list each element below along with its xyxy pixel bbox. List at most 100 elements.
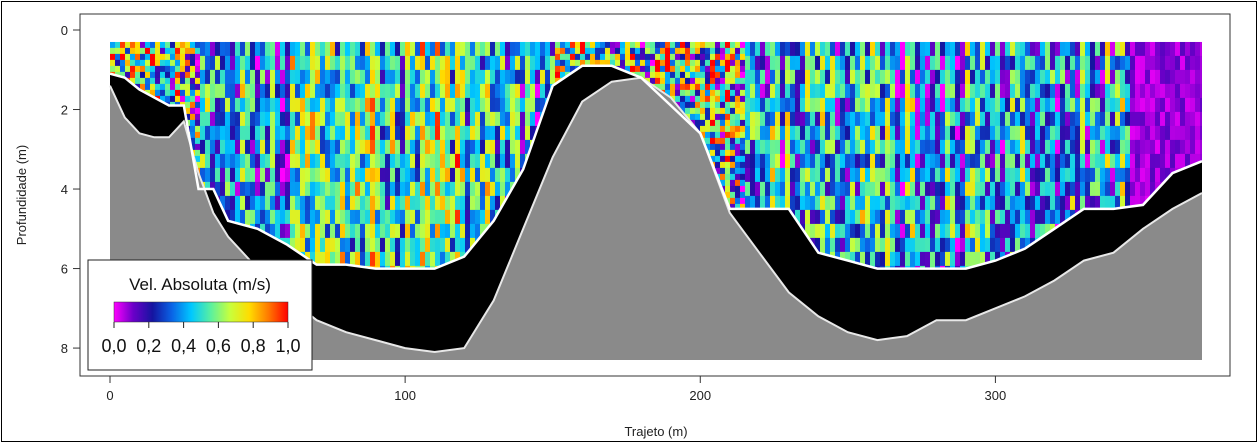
velocity-cell (775, 69, 781, 85)
velocity-cell (195, 41, 201, 49)
velocity-cell (335, 97, 341, 113)
velocity-cell (170, 71, 176, 79)
velocity-cell (195, 107, 201, 115)
velocity-cell (155, 71, 161, 79)
velocity-cell (760, 41, 766, 57)
velocity-cell (435, 125, 441, 141)
velocity-cell (275, 139, 281, 155)
velocity-cell (505, 167, 511, 183)
velocity-cell (305, 209, 311, 225)
velocity-cell (595, 53, 601, 61)
velocity-cell (295, 167, 301, 183)
velocity-cell (690, 65, 696, 73)
velocity-cell (715, 143, 721, 151)
velocity-cell (395, 251, 401, 267)
velocity-cell (740, 149, 746, 157)
velocity-cell (455, 97, 461, 113)
velocity-cell (715, 95, 721, 103)
velocity-cell (130, 77, 136, 85)
velocity-cell (675, 59, 681, 67)
velocity-cell (455, 55, 461, 71)
velocity-cell (475, 69, 481, 85)
velocity-cell (740, 125, 746, 133)
velocity-cell (425, 125, 431, 141)
velocity-cell (800, 83, 806, 99)
velocity-cell (315, 223, 321, 239)
velocity-cell (125, 65, 131, 73)
velocity-cell (225, 69, 231, 85)
velocity-cell (365, 97, 371, 113)
velocity-cell (500, 153, 506, 169)
velocity-cell (380, 223, 386, 239)
velocity-cell (285, 55, 291, 71)
velocity-cell (730, 59, 736, 67)
velocity-cell (255, 41, 261, 57)
velocity-cell (690, 41, 696, 49)
velocity-cell (400, 181, 406, 197)
velocity-cell (705, 53, 711, 61)
velocity-cell (355, 111, 361, 127)
velocity-cell (705, 125, 711, 133)
velocity-cell (785, 153, 791, 169)
velocity-cell (470, 55, 476, 71)
velocity-cell (425, 69, 431, 85)
velocity-cell (540, 97, 546, 113)
velocity-cell (240, 139, 246, 155)
velocity-cell (675, 41, 681, 49)
velocity-cell (290, 83, 296, 99)
velocity-cell (680, 95, 686, 103)
velocity-cell (775, 125, 781, 141)
velocity-cell (190, 137, 196, 145)
velocity-cell (455, 83, 461, 99)
velocity-cell (610, 59, 616, 67)
velocity-cell (735, 137, 741, 145)
velocity-cell (335, 223, 341, 239)
velocity-cell (730, 185, 736, 193)
velocity-cell (750, 181, 756, 197)
velocity-cell (430, 69, 436, 85)
velocity-cell (485, 97, 491, 113)
velocity-cell (410, 195, 416, 211)
velocity-cell (585, 41, 591, 49)
velocity-cell (330, 195, 336, 211)
velocity-cell (530, 55, 536, 71)
velocity-cell (380, 97, 386, 113)
velocity-cell (315, 83, 321, 99)
velocity-cell (485, 125, 491, 141)
velocity-cell (520, 97, 526, 113)
velocity-cell (175, 59, 181, 67)
velocity-cell (300, 83, 306, 99)
velocity-cell (720, 47, 726, 55)
velocity-cell (745, 139, 751, 155)
velocity-cell (535, 69, 541, 85)
velocity-cell (425, 195, 431, 211)
velocity-cell (295, 41, 301, 57)
velocity-cell (360, 153, 366, 169)
velocity-cell (265, 41, 271, 57)
velocity-cell (460, 83, 466, 99)
velocity-cell (660, 53, 666, 61)
velocity-cell (440, 69, 446, 85)
velocity-cell (395, 195, 401, 211)
velocity-cell (750, 55, 756, 71)
velocity-cell (430, 223, 436, 239)
velocity-cell (425, 265, 431, 269)
velocity-cell (700, 77, 706, 85)
velocity-cell (485, 209, 491, 225)
velocity-cell (595, 41, 601, 49)
velocity-cell (140, 41, 146, 49)
velocity-cell (725, 143, 731, 151)
velocity-cell (390, 251, 396, 267)
velocity-cell (360, 223, 366, 239)
velocity-cell (575, 59, 581, 67)
velocity-cell (675, 77, 681, 85)
velocity-cell (195, 143, 201, 151)
velocity-cell (520, 111, 526, 127)
velocity-cell (505, 55, 511, 71)
velocity-cell (695, 83, 701, 91)
velocity-cell (340, 181, 346, 197)
velocity-cell (305, 223, 311, 239)
velocity-cell (125, 53, 131, 61)
velocity-cell (230, 153, 236, 169)
velocity-cell (510, 41, 516, 57)
